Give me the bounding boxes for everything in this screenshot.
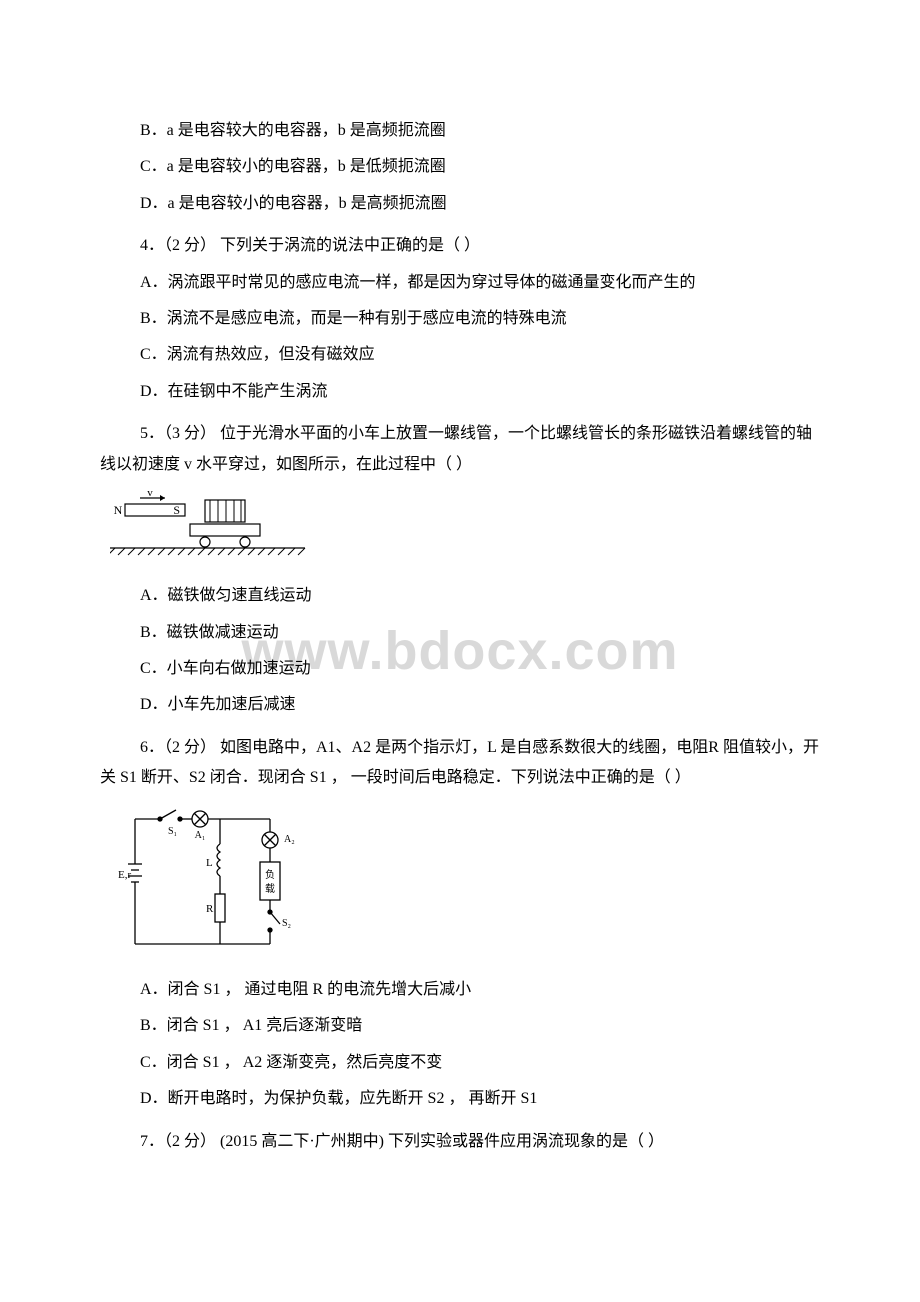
q6-fig-s2: S₂ [282,918,291,929]
page-content: B．a 是电容较大的电容器，b 是高频扼流圈 C．a 是电容较小的电容器，b 是… [0,0,920,1223]
q6-fig-l: L [206,857,213,869]
q5-option-b: B．磁铁做减速运动 [140,618,820,648]
q4-stem: 4．（2 分） 下列关于涡流的说法中正确的是（ ） [100,231,820,261]
q6-fig-e: E,r [118,869,131,881]
q6-stem-text: 6．（2 分） 如图电路中，A1、A2 是两个指示灯，L 是自感系数很大的线圈，… [100,739,819,786]
q5-fig-s: S [173,503,180,517]
q4-option-d: D．在硅钢中不能产生涡流 [140,377,820,407]
q4-option-a: A．涡流跟平时常见的感应电流一样，都是因为穿过导体的磁通量变化而产生的 [140,268,820,298]
q6-fig-a2: A₂ [284,834,295,845]
q5-stem-text: 5．（3 分） 位于光滑水平面的小车上放置一螺线管，一个比螺线管长的条形磁铁沿着… [100,425,812,472]
q3-option-d: D．a 是电容较小的电容器，b 是高频扼流圈 [140,189,820,219]
q5-option-c: C．小车向右做加速运动 [140,654,820,684]
q6-fig-a1: A₁ [195,830,206,841]
q6-option-c: C．闭合 S1 ， A2 逐渐变亮，然后亮度不变 [140,1048,820,1078]
q6-stem: 6．（2 分） 如图电路中，A1、A2 是两个指示灯，L 是自感系数很大的线圈，… [100,733,820,794]
q6-option-a: A．闭合 S1 ， 通过电阻 R 的电流先增大后减小 [140,975,820,1005]
q5-option-d: D．小车先加速后减速 [140,690,820,720]
q6-option-d: D．断开电路时，为保护负载，应先断开 S2 ， 再断开 S1 [140,1084,820,1114]
q5-fig-v: v [147,490,153,499]
q3-option-b: B．a 是电容较大的电容器，b 是高频扼流圈 [140,116,820,146]
q6-fig-load1: 负 [265,868,275,881]
q5-option-a: A．磁铁做匀速直线运动 [140,581,820,611]
q4-option-b: B．涡流不是感应电流，而是一种有别于感应电流的特殊电流 [140,304,820,334]
q6-fig-s1: S₁ [168,826,177,837]
q6-figure: S₁ A₁ E,r L [110,804,820,965]
q6-fig-r: R [206,903,214,915]
q6-option-b: B．闭合 S1 ， A1 亮后逐渐变暗 [140,1011,820,1041]
q5-figure: v N S [110,490,820,571]
q5-stem: 5．（3 分） 位于光滑水平面的小车上放置一螺线管，一个比螺线管长的条形磁铁沿着… [100,419,820,480]
q4-option-c: C．涡流有热效应，但没有磁效应 [140,340,820,370]
q7-stem: 7．（2 分） (2015 高二下·广州期中) 下列实验或器件应用涡流现象的是（… [100,1127,820,1157]
q5-fig-n: N [114,503,123,517]
q3-option-c: C．a 是电容较小的电容器，b 是低频扼流圈 [140,152,820,182]
q6-fig-load2: 载 [265,883,275,895]
